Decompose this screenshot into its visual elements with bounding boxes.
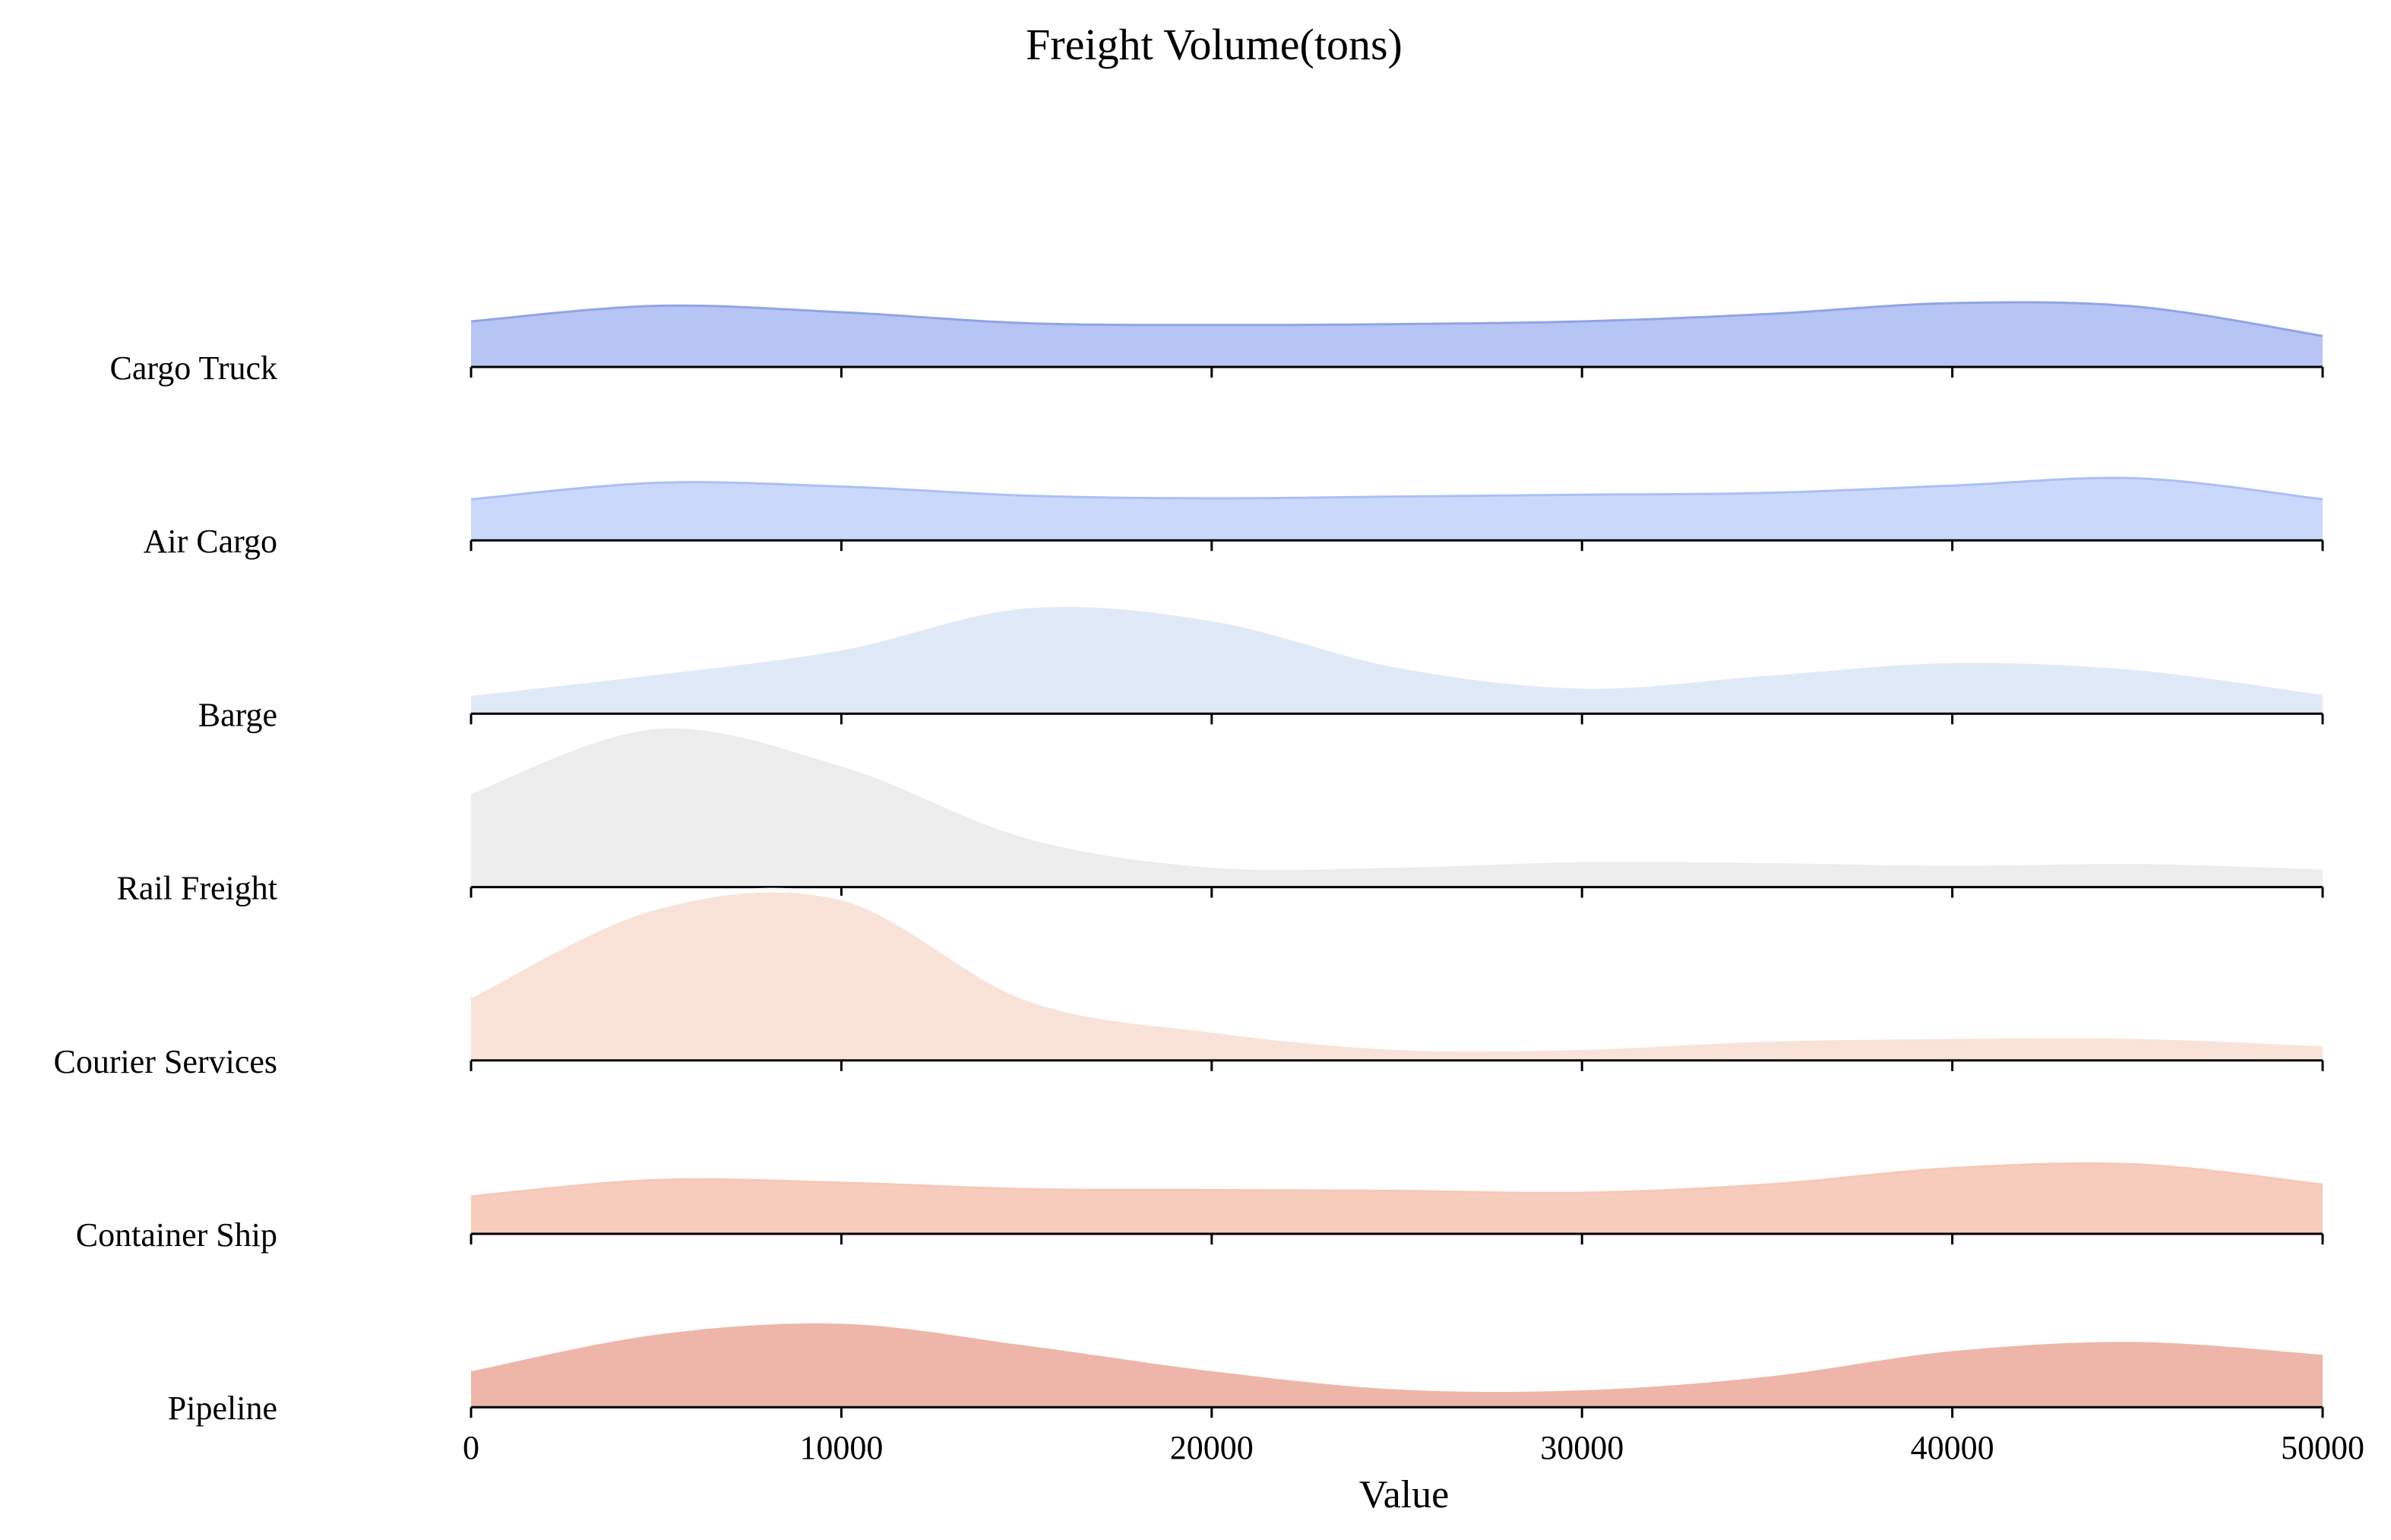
- row-labels: Cargo Truck Air Cargo Barge Rail Freight Cou…: [54, 349, 277, 1427]
- row-label-rail-freight: Rail Freight: [117, 870, 277, 907]
- row-label-container-ship: Container Ship: [76, 1216, 277, 1254]
- ridge-line-rail-freight: [470, 728, 2323, 873]
- ridge-pipeline: [470, 1318, 2324, 1418]
- row-label-barge: Barge: [198, 696, 277, 733]
- chart-title: Freight Volume(tons): [1026, 20, 1403, 69]
- ridge-line-container-ship: [470, 1162, 2323, 1198]
- ridge-area-air-cargo: [471, 478, 2323, 541]
- row-label-pipeline: Pipeline: [168, 1390, 277, 1427]
- ridge-air-cargo: [470, 476, 2324, 552]
- ridge-line-cargo-truck: [470, 301, 2323, 337]
- ridge-cargo-truck: [470, 301, 2324, 378]
- x-axis-label: Value: [1359, 1473, 1449, 1516]
- x-tick-label: 30000: [1540, 1429, 1624, 1466]
- ridge-line-barge: [470, 602, 2323, 696]
- x-tick-label: 20000: [1170, 1429, 1254, 1466]
- x-tick-label: 40000: [1911, 1429, 1994, 1466]
- x-tick-label: 10000: [799, 1429, 883, 1466]
- ridge-area-rail-freight: [471, 729, 2323, 887]
- row-label-cargo-truck: Cargo Truck: [110, 349, 277, 387]
- ridge-area-container-ship: [471, 1163, 2323, 1234]
- ridge-courier-services: [470, 887, 2324, 1071]
- ridge-line-air-cargo: [470, 476, 2323, 501]
- x-tick-label: 50000: [2281, 1429, 2364, 1466]
- ridge-line-pipeline: [470, 1318, 2323, 1392]
- x-axis: 0 10000 20000 30000 40000 50000: [463, 1429, 2364, 1466]
- x-tick-label: 0: [463, 1429, 479, 1466]
- ridges: [470, 301, 2324, 1418]
- ridge-area-courier-services: [471, 890, 2323, 1061]
- ridge-area-pipeline: [471, 1320, 2323, 1408]
- ridge-rail-freight: [470, 728, 2324, 898]
- ridge-area-barge: [471, 604, 2323, 714]
- ridge-line-courier-services: [470, 887, 2323, 1052]
- row-label-air-cargo: Air Cargo: [144, 523, 277, 560]
- ridge-area-cargo-truck: [471, 302, 2323, 367]
- ridge-barge: [470, 602, 2324, 725]
- row-label-courier-services: Courier Services: [54, 1043, 277, 1080]
- ridge-container-ship: [470, 1162, 2324, 1244]
